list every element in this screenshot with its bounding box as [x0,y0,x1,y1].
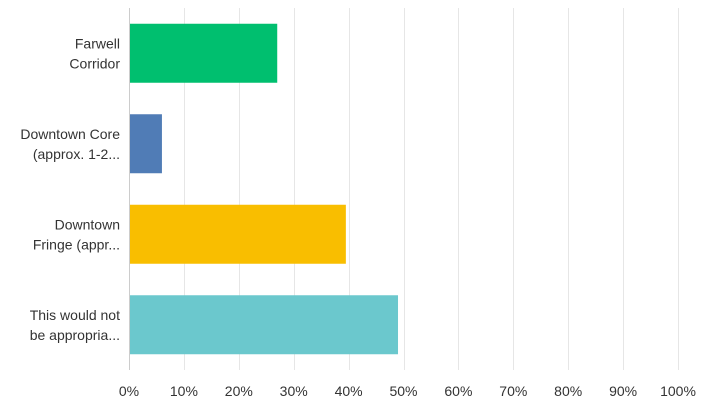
category-label: Fringe (appr... [33,236,120,252]
bar [130,204,346,264]
x-tick-label: 30% [280,383,308,399]
x-tick-label: 20% [225,383,253,399]
x-tick-label: 10% [170,383,198,399]
x-tick-label: 0% [119,383,139,399]
bar [130,114,162,174]
category-label: be appropria... [30,327,120,343]
bar [130,295,399,355]
x-tick-label: 40% [335,383,363,399]
bars [130,23,399,355]
category-label: Downtown Core [20,126,120,142]
bar [130,23,278,83]
category-label: Corridor [69,55,120,71]
x-tick-label: 60% [444,383,472,399]
x-axis-tick-labels: 0% 10% 20% 30% 40% 50% 60% 70% 80% 90% 100% [119,383,696,399]
category-label: This would not [30,307,120,323]
category-label: Downtown [55,216,120,232]
x-tick-label: 100% [660,383,696,399]
category-label: Farwell [75,35,120,51]
x-tick-label: 70% [499,383,527,399]
category-label: (approx. 1-2... [33,146,120,162]
x-tick-label: 90% [609,383,637,399]
category-labels: Farwell Corridor Downtown Core (approx. 1-2… [20,35,120,343]
x-tick-label: 50% [389,383,417,399]
x-tick-label: 80% [554,383,582,399]
